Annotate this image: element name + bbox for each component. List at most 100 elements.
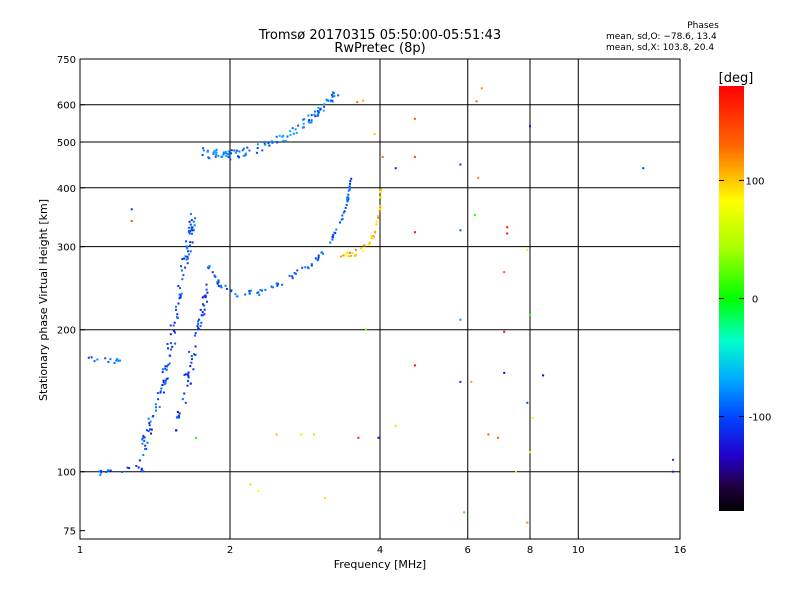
echo-point bbox=[175, 308, 177, 311]
echo-point bbox=[186, 373, 189, 376]
echo-point bbox=[222, 151, 225, 154]
echo-point bbox=[189, 241, 192, 243]
echo-point bbox=[244, 293, 247, 296]
echo-point bbox=[286, 135, 289, 138]
echo-point bbox=[183, 373, 186, 376]
echo-point bbox=[184, 401, 187, 404]
echo-point bbox=[164, 382, 167, 385]
echo-point bbox=[186, 262, 189, 265]
y-axis-label: Stationary phase Virtual Height [km] bbox=[37, 199, 50, 401]
echo-point bbox=[372, 235, 374, 238]
echo-point bbox=[413, 155, 416, 158]
echo-point bbox=[186, 257, 189, 260]
echo-point bbox=[164, 379, 167, 382]
echo-point bbox=[348, 188, 351, 191]
echo-point bbox=[347, 189, 350, 192]
echo-point bbox=[169, 342, 172, 345]
echo-point bbox=[350, 255, 353, 257]
echo-point bbox=[166, 343, 169, 345]
echo-point bbox=[230, 149, 233, 152]
echo-point bbox=[173, 329, 175, 332]
echo-point bbox=[197, 322, 200, 325]
y-tick-label: 750 bbox=[57, 55, 76, 66]
echo-point bbox=[323, 103, 326, 106]
y-tick-label: 400 bbox=[57, 184, 76, 195]
echo-point bbox=[183, 392, 186, 395]
echo-point bbox=[181, 398, 184, 401]
echo-point bbox=[206, 291, 209, 294]
echo-point bbox=[160, 387, 163, 390]
echo-point bbox=[348, 185, 351, 188]
echo-point bbox=[264, 143, 267, 146]
x-tick-label: 16 bbox=[674, 545, 687, 556]
echo-point bbox=[159, 390, 162, 393]
echo-point bbox=[236, 295, 239, 298]
plot-frame bbox=[79, 58, 681, 540]
echo-point bbox=[176, 316, 178, 319]
chart-title: Tromsø 20170315 05:50:00-05:51:43 bbox=[258, 28, 502, 43]
echo-point bbox=[215, 151, 218, 154]
echo-point bbox=[244, 152, 247, 155]
echo-point bbox=[307, 267, 310, 270]
echo-point bbox=[194, 332, 197, 335]
echo-point bbox=[378, 210, 381, 212]
echo-point bbox=[167, 363, 170, 366]
echo-point bbox=[542, 374, 545, 377]
echo-point bbox=[242, 147, 245, 150]
echo-point bbox=[294, 272, 297, 275]
echo-point bbox=[189, 382, 192, 385]
echo-point bbox=[191, 226, 194, 229]
echo-point bbox=[327, 99, 330, 102]
echo-point bbox=[346, 200, 349, 203]
echo-point bbox=[348, 251, 351, 254]
echo-point bbox=[380, 189, 383, 191]
echo-point bbox=[278, 134, 281, 137]
echo-point bbox=[459, 318, 462, 321]
echo-point bbox=[162, 381, 165, 384]
echo-point bbox=[116, 358, 119, 361]
echo-point bbox=[184, 266, 187, 269]
echo-point bbox=[155, 406, 157, 409]
colorbar-tick-label: 0 bbox=[752, 295, 758, 306]
echo-point bbox=[109, 358, 112, 361]
echo-point bbox=[215, 153, 218, 156]
echo-point bbox=[672, 458, 675, 461]
echo-point bbox=[346, 196, 349, 199]
echo-point bbox=[323, 496, 326, 499]
echo-point bbox=[107, 361, 110, 363]
echo-point bbox=[149, 428, 152, 431]
echo-point bbox=[192, 220, 195, 223]
echo-point bbox=[187, 376, 190, 379]
echo-point bbox=[216, 281, 219, 284]
echo-point bbox=[143, 436, 146, 439]
echo-point bbox=[275, 433, 278, 436]
echo-point bbox=[244, 154, 247, 156]
echo-point bbox=[332, 234, 335, 236]
echo-point bbox=[343, 210, 346, 213]
echo-point bbox=[165, 377, 168, 380]
echo-point bbox=[221, 155, 224, 158]
echo-point bbox=[191, 358, 193, 361]
echo-point bbox=[347, 197, 350, 200]
echo-point bbox=[531, 417, 534, 419]
echo-point bbox=[459, 380, 462, 383]
echo-point bbox=[463, 511, 466, 514]
echo-point bbox=[506, 232, 509, 235]
echo-point bbox=[214, 275, 217, 278]
echo-point bbox=[289, 133, 292, 136]
x-tick-label: 2 bbox=[227, 545, 233, 556]
echo-point bbox=[320, 251, 323, 254]
echo-point bbox=[365, 328, 367, 331]
echo-point bbox=[130, 208, 133, 211]
echo-point bbox=[142, 434, 145, 437]
echo-point bbox=[196, 325, 199, 328]
echo-point bbox=[87, 356, 90, 359]
echo-point bbox=[190, 361, 193, 364]
echo-point bbox=[194, 217, 197, 220]
echo-point bbox=[194, 334, 196, 337]
echo-point bbox=[165, 365, 168, 368]
echo-point bbox=[291, 127, 294, 130]
echo-point bbox=[186, 384, 189, 387]
echo-point bbox=[276, 282, 279, 285]
echo-point bbox=[190, 219, 193, 222]
